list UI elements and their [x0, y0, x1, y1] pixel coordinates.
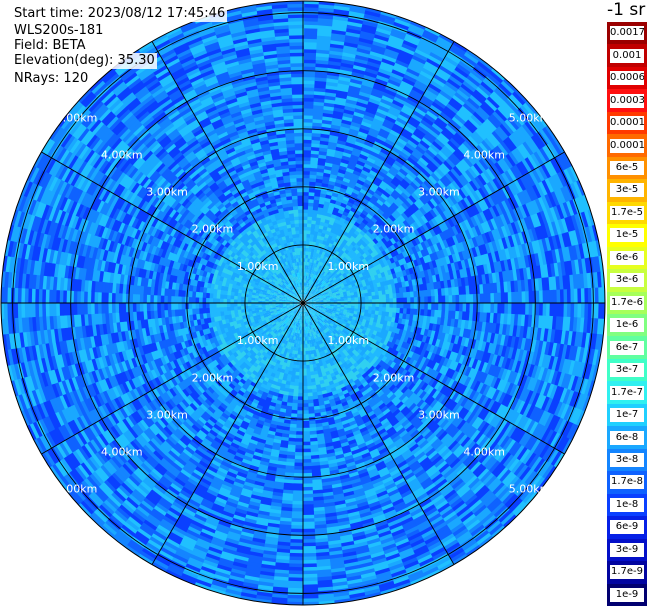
ring-label-2km: 2.00km	[373, 223, 415, 236]
elevation: Elevation(deg): 35.30	[12, 53, 157, 69]
colorbar-cell: 0.00017	[607, 111, 647, 135]
ring-label-5km: 5.00km	[509, 483, 551, 496]
colorbar-cell: 1e-6	[607, 314, 647, 337]
colorbar-cell: 1.7e-5	[607, 201, 647, 225]
ring-label-1km: 1.00km	[328, 260, 370, 273]
colorbar-cell: 6e-6	[607, 246, 647, 270]
ring-label-4km: 4.00km	[463, 446, 505, 459]
colorbar-label: 1e-7	[610, 408, 644, 423]
azimuth-spoke-30	[302, 41, 455, 304]
colorbar: 0.0017 0.001 0.0006 0.0003 0.00017 0.0001 6e-5…	[607, 22, 647, 607]
colorbar-cell: 0.0017	[607, 22, 647, 45]
nrays: NRays: 120	[12, 71, 91, 87]
colorbar-cell: 0.0001	[607, 134, 647, 158]
colorbar-cell: 1e-8	[607, 493, 647, 517]
colorbar-cell: 1.7e-6	[607, 291, 647, 315]
ring-label-5km: 5.00km	[56, 483, 98, 496]
colorbar-cell: 0.001	[607, 44, 647, 68]
ring-label-4km: 4.00km	[101, 148, 143, 161]
ring-label-3km: 3.00km	[418, 186, 460, 199]
colorbar-label: 1e-6	[610, 318, 644, 333]
colorbar-cell: 1.7e-9	[607, 561, 647, 585]
ring-label-2km: 2.00km	[192, 371, 234, 384]
colorbar-cell: 1e-9	[607, 583, 647, 607]
colorbar-label: 1.7e-6	[610, 295, 644, 310]
colorbar-unit: -1 sr	[607, 0, 646, 20]
ring-label-5km: 5.00km	[509, 111, 551, 124]
colorbar-cell: 3e-9	[607, 538, 647, 562]
colorbar-label: 0.0001	[610, 138, 644, 153]
ring-label-1km: 1.00km	[328, 334, 370, 347]
ring-label-3km: 3.00km	[146, 408, 188, 421]
colorbar-cell: 6e-8	[607, 426, 647, 450]
colorbar-label: 3e-8	[610, 452, 644, 467]
colorbar-label: 0.0003	[610, 93, 644, 108]
colorbar-label: 3e-6	[610, 273, 644, 288]
colorbar-cell: 1e-7	[607, 403, 647, 427]
colorbar-label: 0.0006	[610, 71, 644, 86]
colorbar-cell: 6e-9	[607, 516, 647, 540]
colorbar-cell: 3e-7	[607, 358, 647, 382]
colorbar-label: 6e-7	[610, 340, 644, 355]
ring-label-5km: 5.00km	[56, 111, 98, 124]
ring-label-4km: 4.00km	[463, 148, 505, 161]
colorbar-label: 6e-8	[610, 430, 644, 445]
colorbar-cell: 3e-5	[607, 179, 647, 203]
colorbar-cell: 1.7e-8	[607, 471, 647, 495]
colorbar-label: 1.7e-7	[610, 385, 644, 400]
colorbar-cell: 3e-8	[607, 448, 647, 472]
device-name: WLS200s-181	[12, 23, 106, 39]
colorbar-label: 3e-9	[610, 542, 644, 557]
azimuth-spoke-120	[302, 302, 565, 455]
field-name: Field: BETA	[12, 38, 88, 54]
colorbar-cell: 1.7e-7	[607, 381, 647, 405]
start-time: Start time: 2023/08/12 17:45:46	[12, 6, 228, 22]
ring-label-1km: 1.00km	[237, 260, 279, 273]
colorbar-cell: 0.0006	[607, 66, 647, 90]
colorbar-label: 1.7e-8	[610, 475, 644, 490]
colorbar-label: 1e-9	[610, 587, 644, 602]
colorbar-label: 1.7e-5	[610, 205, 644, 220]
colorbar-label: 3e-7	[610, 363, 644, 378]
colorbar-label: 3e-5	[610, 183, 644, 198]
colorbar-label: 0.001	[610, 48, 644, 63]
azimuth-spoke-60	[302, 151, 565, 304]
colorbar-cell: 3e-6	[607, 269, 647, 293]
azimuth-spoke-240	[41, 302, 304, 455]
colorbar-label: 6e-6	[610, 250, 644, 265]
ring-label-1km: 1.00km	[237, 334, 279, 347]
colorbar-cell: 6e-7	[607, 336, 647, 360]
colorbar-label: 0.0017	[610, 26, 644, 41]
colorbar-cell: 1e-5	[607, 224, 647, 248]
colorbar-label: 0.00017	[610, 116, 644, 131]
ring-label-3km: 3.00km	[418, 408, 460, 421]
azimuth-spoke-150	[302, 302, 455, 565]
ring-label-2km: 2.00km	[192, 223, 234, 236]
azimuth-spoke-300	[41, 151, 304, 304]
colorbar-cell: 0.0003	[607, 89, 647, 113]
ring-label-2km: 2.00km	[373, 371, 415, 384]
azimuth-spoke-210	[151, 302, 304, 565]
colorbar-label: 6e-5	[610, 160, 644, 175]
colorbar-label: 1e-8	[610, 497, 644, 512]
ring-label-4km: 4.00km	[101, 446, 143, 459]
colorbar-cell: 6e-5	[607, 156, 647, 180]
colorbar-label: 1.7e-9	[610, 565, 644, 580]
colorbar-label: 1e-5	[610, 228, 644, 243]
ppi-plot: 1.00km 1.00km 1.00km 1.00km 2.00km 2.00km 2.00…	[0, 0, 606, 606]
ring-label-3km: 3.00km	[146, 186, 188, 199]
colorbar-label: 6e-9	[610, 520, 644, 535]
azimuth-spoke-330	[151, 41, 304, 304]
